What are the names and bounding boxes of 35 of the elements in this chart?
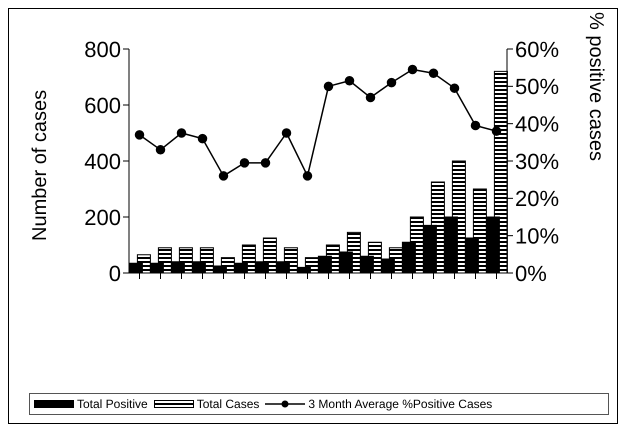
legend-label: 3 Month Average %Positive Cases <box>308 397 492 411</box>
y2-tick-label: 50% <box>515 74 560 100</box>
point <box>176 128 186 138</box>
y2-tick-label: 0% <box>515 260 547 286</box>
point <box>470 120 480 130</box>
y-axis-title: Number of cases <box>29 90 52 241</box>
point <box>134 130 144 140</box>
point <box>282 128 292 138</box>
legend-label: Total Cases <box>196 397 260 411</box>
point <box>302 171 312 181</box>
y-tick-label: 600 <box>84 92 121 118</box>
y-tick-label: 200 <box>84 204 121 230</box>
y-tick-label: 400 <box>84 148 121 174</box>
point <box>260 158 270 168</box>
y2-tick-label: 60% <box>515 36 560 62</box>
point <box>428 68 438 78</box>
point <box>408 64 418 74</box>
point <box>240 158 250 168</box>
y-tick-label: 800 <box>84 36 121 62</box>
point <box>156 145 166 155</box>
point <box>386 78 396 88</box>
point <box>198 134 208 144</box>
y2-axis-title: % positive cases <box>584 12 607 161</box>
y2-tick-label: 10% <box>515 223 560 248</box>
point <box>324 82 334 92</box>
point <box>492 126 502 136</box>
point <box>344 76 354 86</box>
legend-label: Total Positive <box>77 397 148 411</box>
y2-tick-label: 30% <box>515 148 560 174</box>
point <box>450 83 460 93</box>
y-tick-label: 0 <box>108 260 121 286</box>
y2-tick-label: 20% <box>515 186 560 212</box>
y2-tick-label: 40% <box>515 111 560 136</box>
point <box>366 92 376 102</box>
point <box>218 171 228 181</box>
